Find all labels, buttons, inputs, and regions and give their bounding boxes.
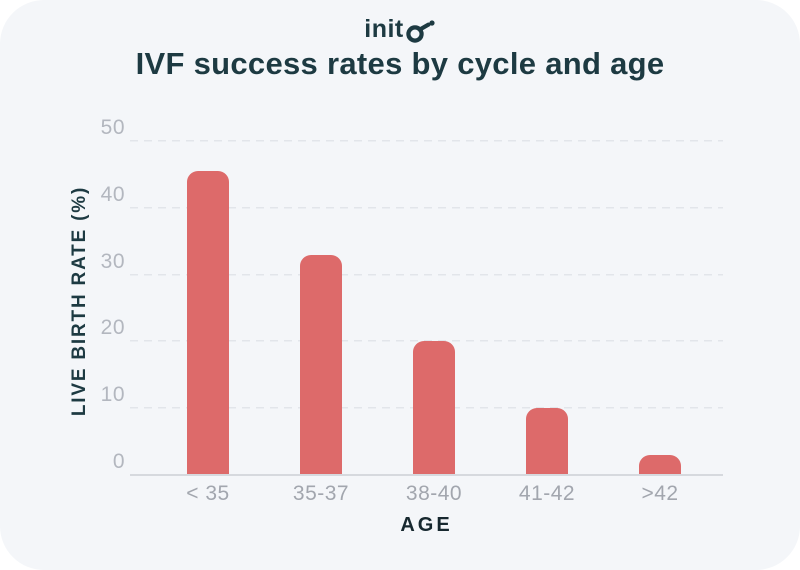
logo-o-with-pointer-icon <box>405 15 436 44</box>
y-tick-label-40: 40 <box>100 182 125 206</box>
y-tick-label-20: 20 <box>100 316 125 340</box>
y-tick-label-30: 30 <box>100 249 125 273</box>
y-tick-label-50: 50 <box>100 116 125 139</box>
y-axis-title: LIVE BIRTH RATE (%) <box>69 185 90 417</box>
x-axis-title: AGE <box>400 514 453 536</box>
inito-logo: init <box>0 14 800 44</box>
page-title: IVF success rates by cycle and age <box>135 46 665 81</box>
x-tick-label-2: 35-37 <box>292 482 350 505</box>
x-tick-label-5: >42 <box>641 482 679 505</box>
bar-4 <box>526 408 568 475</box>
bar-3 <box>413 341 455 475</box>
x-tick-label-4: 41-42 <box>518 482 576 505</box>
bar-2 <box>300 254 342 475</box>
x-tick-label-3: 38-40 <box>405 482 463 505</box>
gridline-y-40 <box>130 206 723 209</box>
y-tick-label-0: 0 <box>112 450 125 473</box>
gridline-y-30 <box>130 273 723 276</box>
bar-5 <box>639 454 681 475</box>
x-axis-line <box>130 474 723 476</box>
bar-1 <box>187 171 229 475</box>
logo-text: init <box>364 14 404 43</box>
x-tick-label-1: < 35 <box>186 482 230 505</box>
gridline-y-50 <box>130 140 723 142</box>
gridline-y-20 <box>130 340 723 343</box>
plot-area: 50 40 30 20 10 0 < 35 35-37 38-40 41-42 >42 <box>101 116 723 505</box>
y-tick-label-10: 10 <box>100 383 125 407</box>
